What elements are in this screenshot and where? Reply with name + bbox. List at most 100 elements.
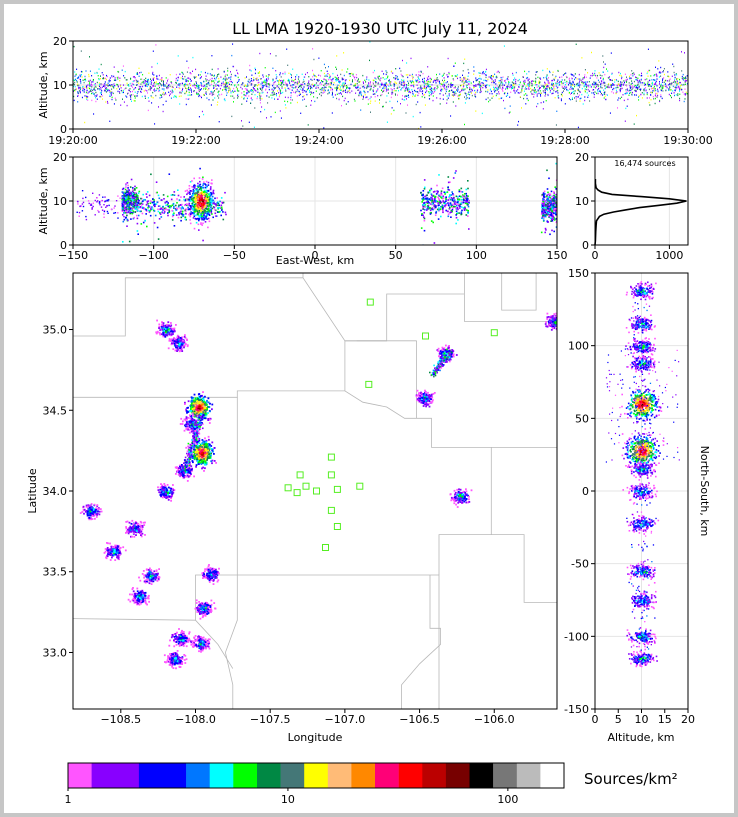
ew-altitude-panel: −150 −100 −50 0 50 100 150 0 10 20 Altitude, km E…	[37, 151, 568, 267]
x-tick-label: 19:30:00	[663, 134, 712, 147]
altitude-histogram-panel: 0 1000 0 10 20 16,474 sources	[575, 151, 689, 262]
station-marker	[296, 471, 304, 479]
station-marker	[327, 453, 335, 461]
colorbar-cell	[540, 763, 565, 788]
lma-stations	[284, 298, 498, 551]
time-altitude-ticks: 19:20:00 19:22:00 19:24:00 19:26:00 19:28:00…	[48, 35, 712, 147]
plan-view-ylabel: Latitude	[26, 468, 39, 514]
ew-altitude-ticks: −150 −100 −50 0 50 100 150 0 10 20	[53, 151, 568, 262]
y-tick-label: 0	[582, 485, 589, 498]
station-marker	[490, 329, 498, 337]
colorbar-label: Sources/km²	[584, 770, 678, 788]
x-tick-label: 0	[592, 249, 599, 262]
x-tick-label: 20	[681, 713, 695, 726]
lma-figure: LL LMA 1920-1930 UTC July 11, 2024 19:20…	[4, 4, 734, 813]
colorbar-cell	[91, 763, 116, 788]
colorbar-cell	[115, 763, 140, 788]
x-tick-label: 19:24:00	[294, 134, 343, 147]
x-tick-label: 100	[466, 249, 487, 262]
y-tick-label: 20	[53, 35, 67, 48]
plan-view-panel: −108.5 −108.0 −107.5 −107.0 −106.5 −106.0 33.0…	[26, 272, 558, 744]
colorbar-tick-label: 100	[497, 793, 518, 806]
x-tick-label: 19:26:00	[417, 134, 466, 147]
altitude-histogram-ticks: 0 1000 0 10 20	[575, 151, 683, 262]
y-tick-label: 150	[568, 267, 589, 280]
colorbar-cell	[138, 763, 163, 788]
colorbar-cell	[68, 763, 92, 788]
y-tick-label: 34.0	[43, 485, 68, 498]
y-tick-label: 20	[575, 151, 589, 164]
ns-altitude-ylabel: North-South, km	[698, 446, 711, 537]
y-tick-label: 10	[53, 195, 67, 208]
x-tick-label: −50	[223, 249, 246, 262]
altitude-histogram-line	[594, 157, 688, 246]
plan-view-xlabel: Longitude	[288, 731, 343, 744]
station-marker	[422, 332, 429, 340]
colorbar-tick-label: 10	[281, 793, 295, 806]
colorbar-cell	[422, 763, 447, 788]
station-marker	[365, 380, 373, 388]
colorbar-frame	[67, 762, 565, 789]
x-tick-label: −150	[58, 249, 88, 262]
ns-altitude-ticks: 0 5 10 15 20 -150 -100 -50 0 50 100 150	[564, 267, 695, 726]
ew-altitude-ylabel: Altitude, km	[37, 167, 50, 234]
chart-title: LL LMA 1920-1930 UTC July 11, 2024	[232, 19, 528, 38]
station-marker	[284, 484, 292, 492]
y-tick-label: -150	[564, 703, 589, 716]
colorbar-cell	[162, 763, 187, 788]
y-tick-label: 20	[53, 151, 67, 164]
colorbar-ticks: 1 10 100	[65, 788, 518, 806]
x-tick-label: −106.5	[399, 713, 440, 726]
y-tick-label: 35.0	[43, 324, 68, 337]
y-tick-label: -100	[564, 630, 589, 643]
colorbar-cell	[375, 763, 399, 788]
y-tick-label: 0	[60, 123, 67, 136]
y-tick-label: 34.5	[43, 404, 68, 417]
colorbar-cell	[493, 763, 517, 788]
colorbar-cell	[186, 763, 210, 788]
ns-altitude-sources	[595, 273, 688, 709]
x-tick-label: 19:22:00	[171, 134, 220, 147]
ew-altitude-sources	[73, 157, 557, 245]
colorbar: 1 10 100 Sources/km²	[65, 762, 678, 806]
x-tick-label: −107.0	[325, 713, 366, 726]
colorbar-cell	[280, 763, 305, 788]
x-tick-label: 0	[592, 713, 599, 726]
y-tick-label: 0	[582, 239, 589, 252]
altitude-histogram-curve	[594, 179, 687, 246]
x-tick-label: 19:28:00	[540, 134, 589, 147]
source-count-annotation: 16,474 sources	[614, 159, 675, 168]
station-marker	[366, 298, 374, 306]
ew-altitude-xlabel: East-West, km	[276, 254, 354, 267]
county-boundaries	[73, 273, 557, 709]
y-tick-label: 33.5	[43, 566, 68, 579]
ns-altitude-xlabel: Altitude, km	[607, 731, 674, 744]
x-tick-label: 1000	[655, 249, 683, 262]
x-tick-label: −107.5	[250, 713, 291, 726]
x-tick-label: 15	[658, 713, 672, 726]
time-altitude-ylabel: Altitude, km	[37, 51, 50, 118]
x-tick-label: 10	[635, 713, 649, 726]
colorbar-cell	[327, 763, 352, 788]
y-tick-label: -50	[571, 558, 589, 571]
station-marker	[313, 487, 320, 495]
time-altitude-panel: 19:20:00 19:22:00 19:24:00 19:26:00 19:28:00…	[37, 35, 713, 147]
x-tick-label: −106.0	[474, 713, 515, 726]
colorbar-cell	[233, 763, 258, 788]
x-tick-label: 0	[312, 249, 319, 262]
y-tick-label: 50	[575, 412, 589, 425]
station-marker	[327, 471, 335, 479]
ns-altitude-panel: 0 5 10 15 20 -150 -100 -50 0 50 100 150 Altitude, k…	[564, 267, 711, 744]
station-marker	[356, 482, 364, 490]
y-tick-label: 10	[53, 79, 67, 92]
x-tick-label: −100	[139, 249, 169, 262]
station-marker	[322, 544, 329, 551]
y-tick-label: 100	[568, 340, 589, 353]
colorbar-cell	[469, 763, 494, 788]
y-tick-label: 33.0	[43, 646, 68, 659]
station-marker	[333, 485, 341, 493]
x-tick-label: −108.0	[175, 713, 216, 726]
x-tick-label: 150	[547, 249, 568, 262]
colorbar-cell	[304, 763, 329, 788]
lma-plot-svg: LL LMA 1920-1930 UTC July 11, 2024 19:20…	[26, 19, 713, 806]
